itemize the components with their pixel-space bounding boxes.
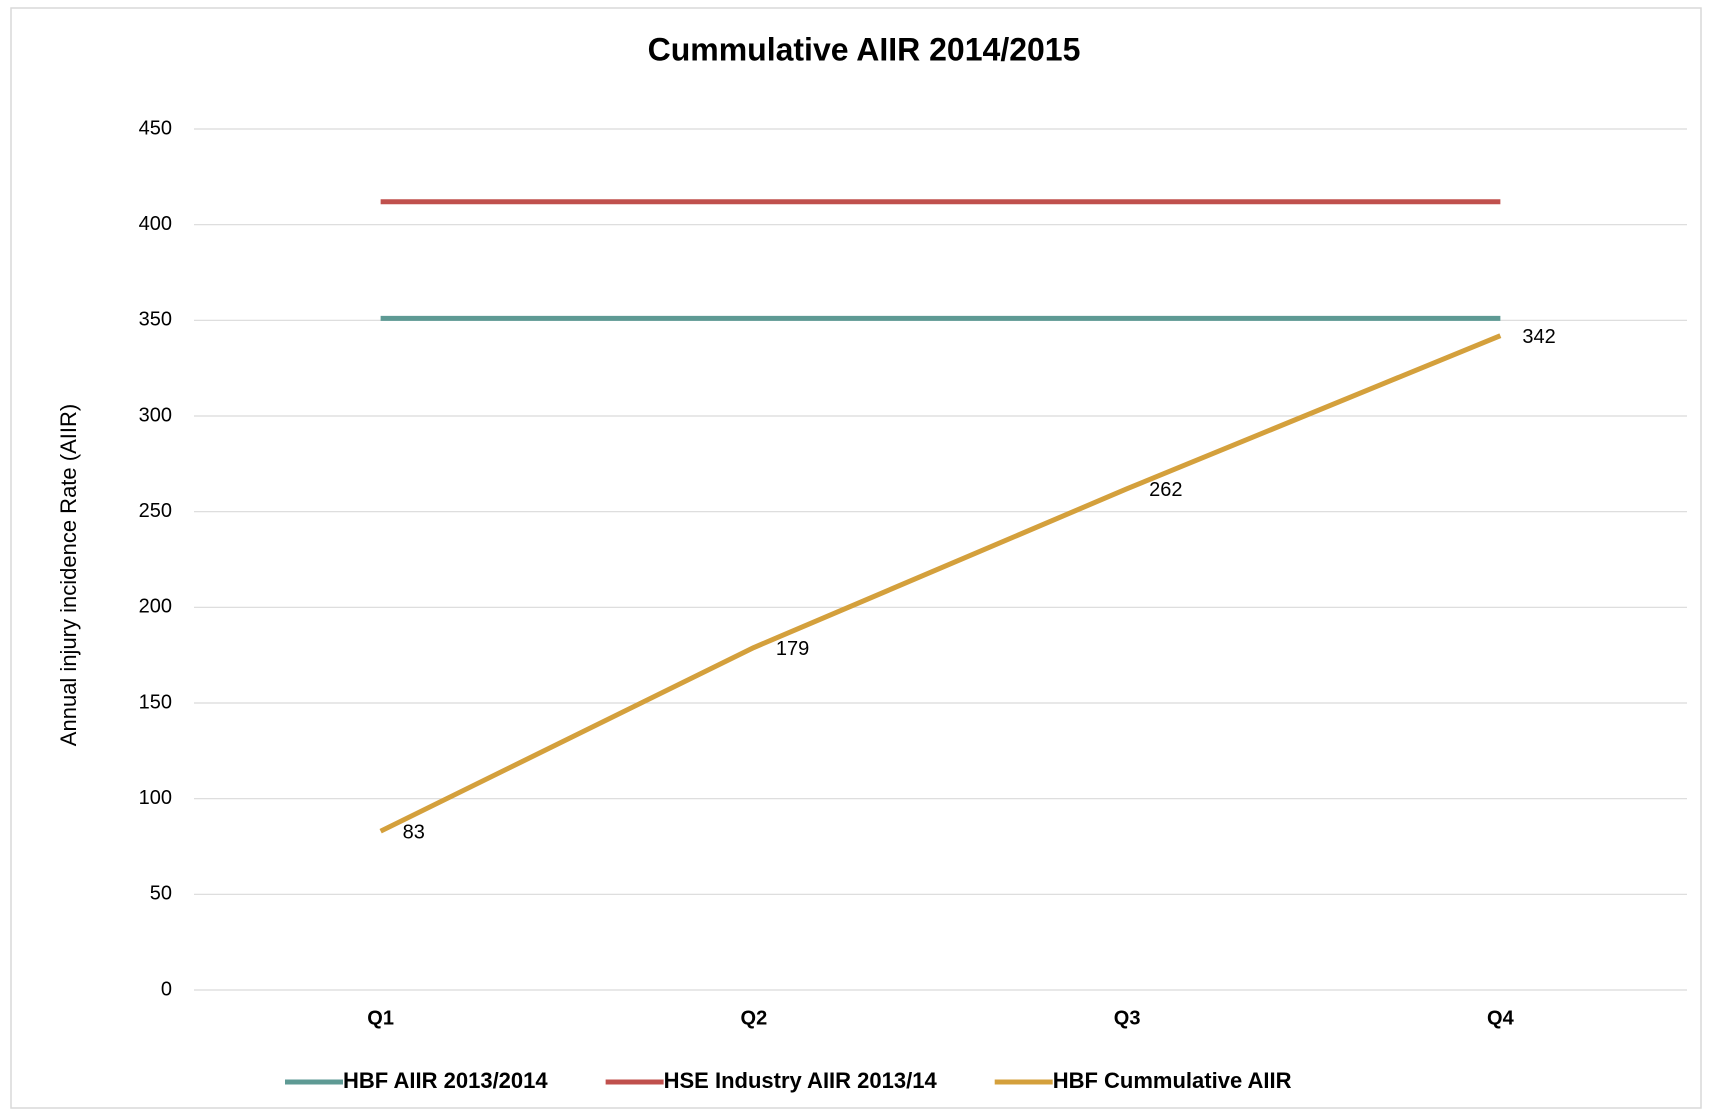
chart-title: Cummulative AIIR 2014/2015	[648, 31, 1081, 67]
x-tick-label: Q1	[367, 1007, 394, 1029]
x-tick-label: Q2	[741, 1007, 768, 1029]
y-tick-label: 400	[139, 213, 172, 235]
y-tick-label: 250	[139, 500, 172, 522]
y-tick-label: 150	[139, 691, 172, 713]
y-tick-label: 0	[161, 978, 172, 1000]
chart-border	[10, 7, 1702, 1109]
x-tick-label: Q3	[1114, 1007, 1141, 1029]
y-axis-label: Annual injury incidence Rate (AIIR)	[56, 404, 81, 746]
data-label: 342	[1522, 326, 1555, 348]
x-tick-label: Q4	[1487, 1007, 1515, 1029]
legend-label: HSE Industry AIIR 2013/14	[664, 1068, 938, 1093]
y-tick-label: 450	[139, 117, 172, 139]
data-label: 262	[1149, 479, 1182, 501]
y-tick-label: 100	[139, 787, 172, 809]
y-tick-label: 300	[139, 404, 172, 426]
legend-label: HBF Cummulative AIIR	[1053, 1068, 1292, 1093]
data-label: 83	[403, 821, 425, 843]
legend-label: HBF AIIR 2013/2014	[343, 1068, 548, 1093]
series-line	[379, 333, 1502, 834]
y-tick-label: 200	[139, 596, 172, 618]
data-label: 179	[776, 638, 809, 660]
y-tick-label: 350	[139, 309, 172, 331]
y-tick-label: 50	[150, 883, 172, 905]
